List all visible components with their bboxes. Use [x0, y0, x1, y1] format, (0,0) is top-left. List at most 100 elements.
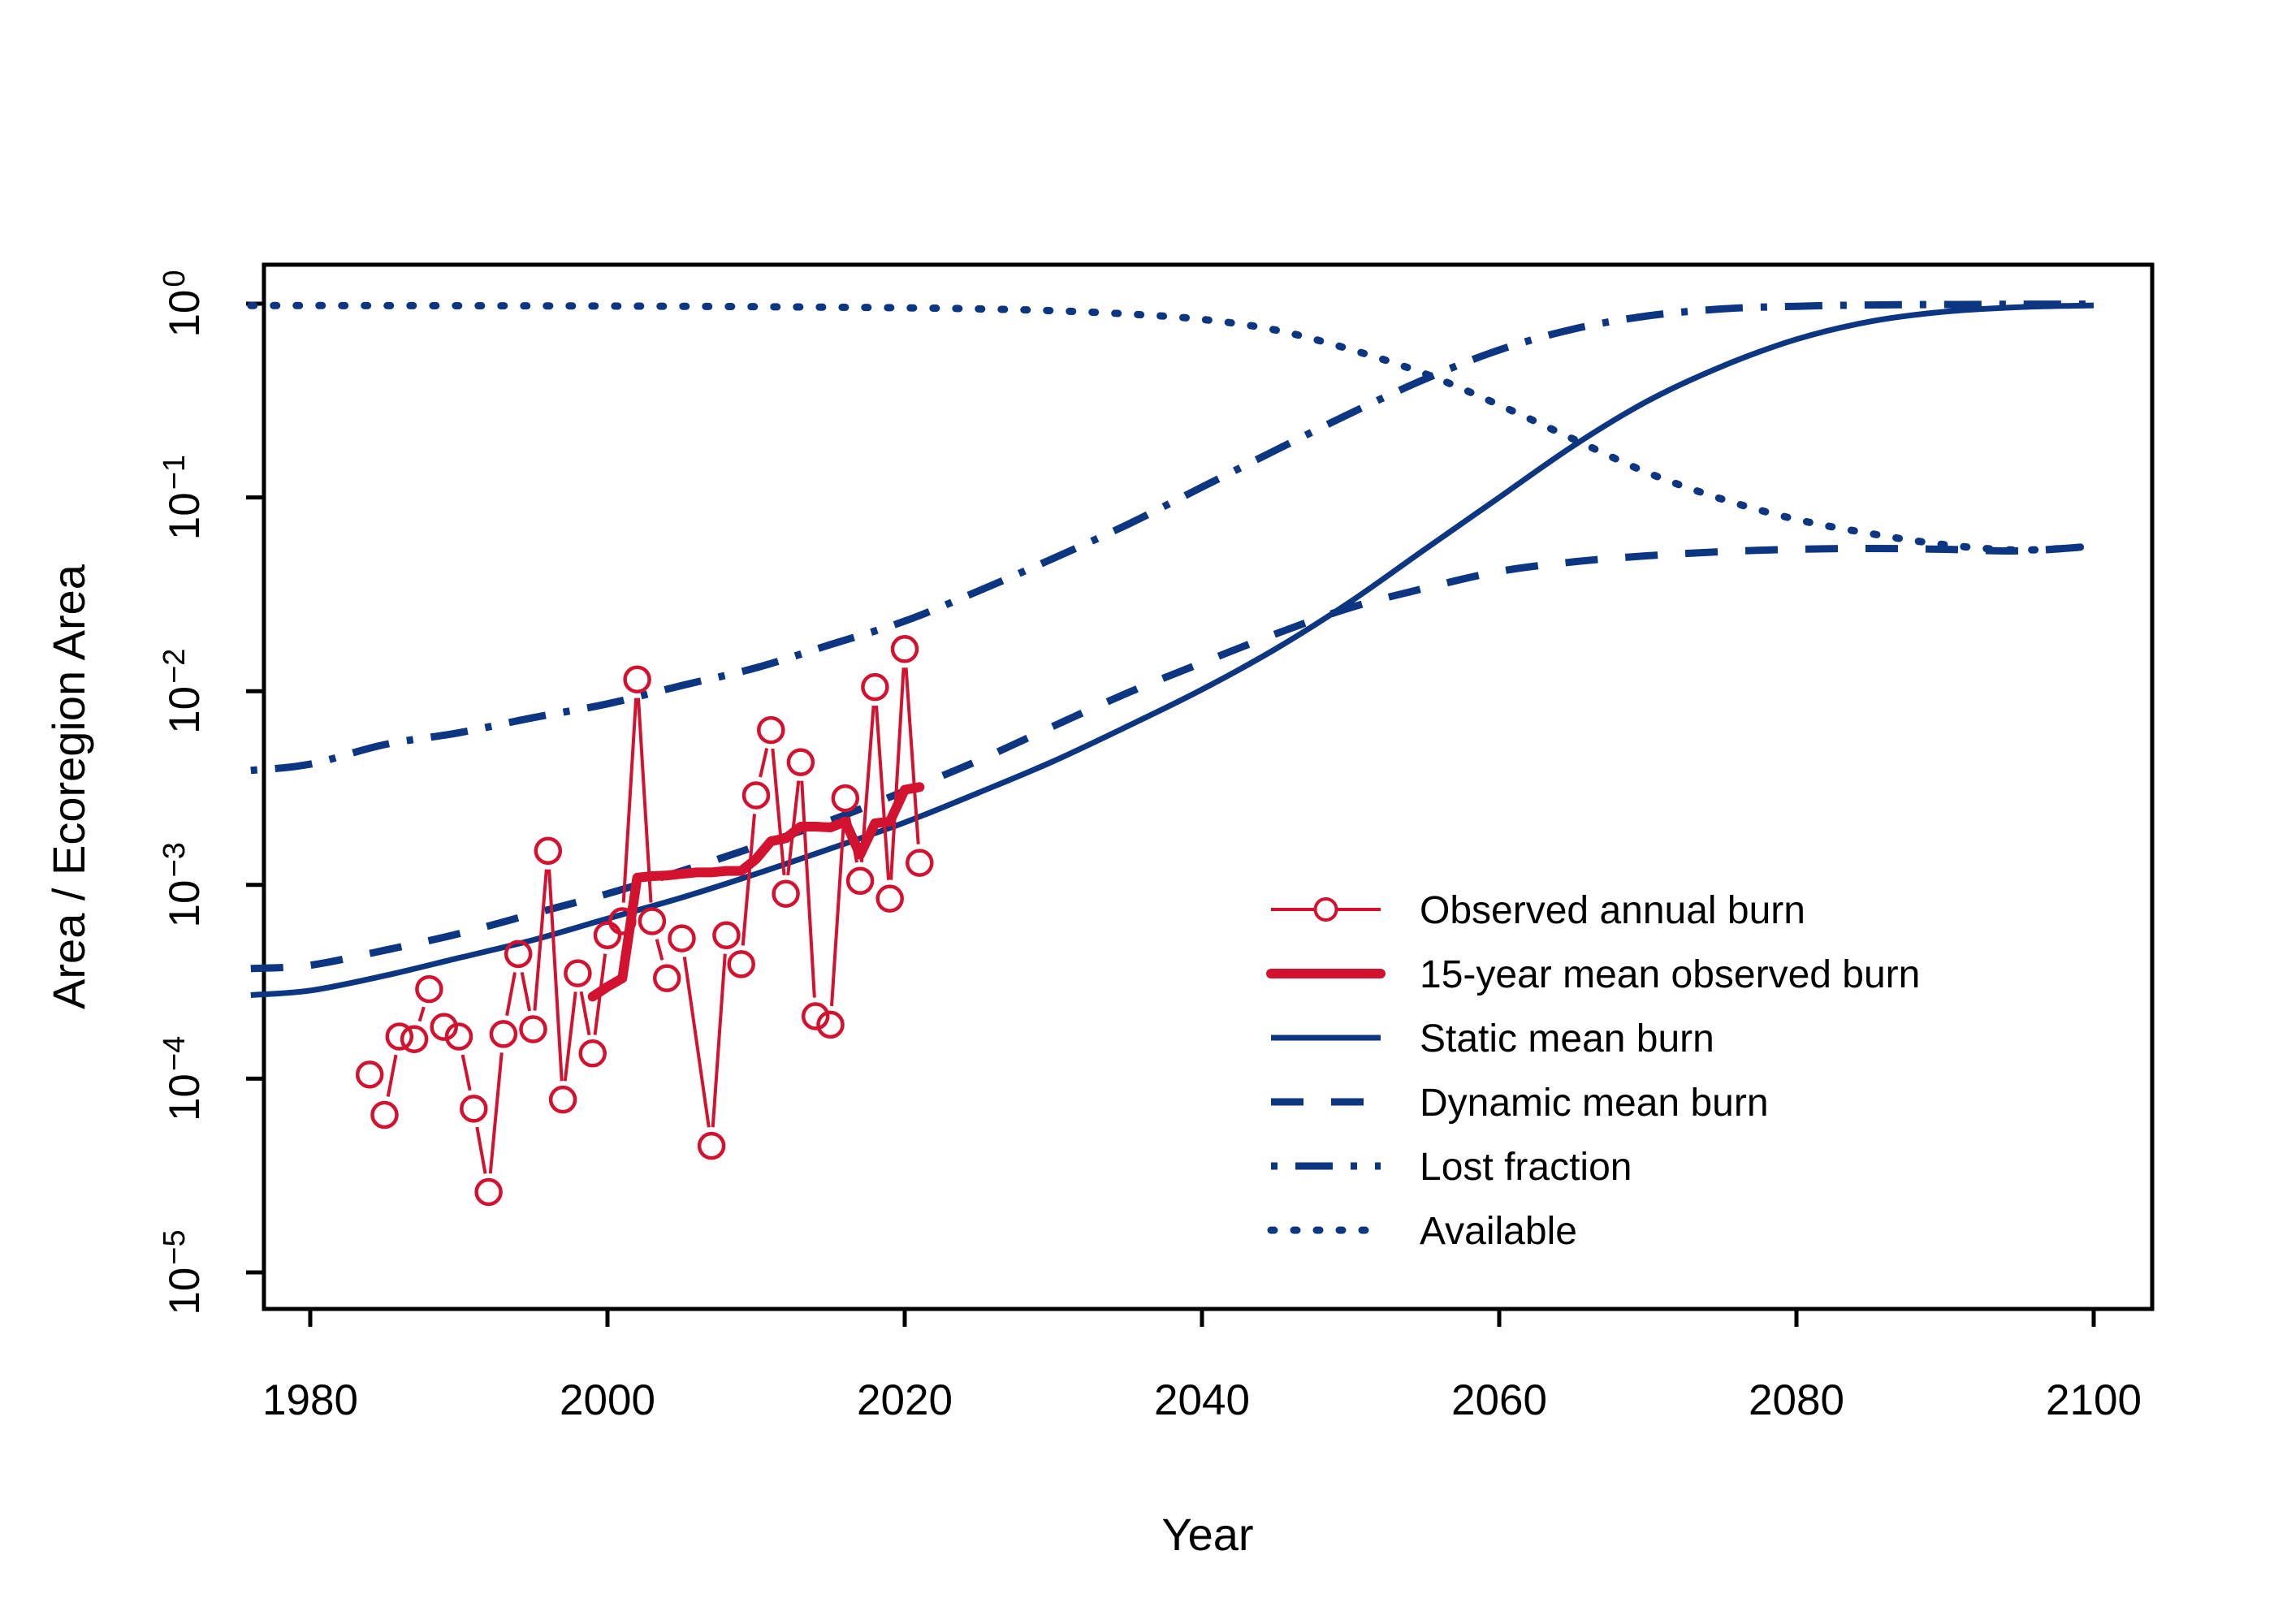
observed-point-2020 — [890, 635, 919, 663]
x-tick-label-2060: 2060 — [1451, 1376, 1547, 1424]
observed-point-1994 — [504, 939, 533, 969]
y-tick-label-10e-4: 10−4 — [158, 1036, 209, 1121]
observed-point-2021 — [906, 849, 934, 877]
observed-segment — [682, 957, 711, 1128]
observed-point-2017 — [845, 866, 875, 895]
observed-segment — [579, 991, 591, 1036]
plot-box — [262, 262, 2155, 1311]
observed-segment — [547, 869, 564, 1082]
observed-point-1987 — [400, 1025, 429, 1053]
observed-point-2002 — [623, 665, 651, 693]
series-line-lost — [250, 300, 2095, 775]
observed-segment — [889, 667, 906, 880]
series-line-mean15 — [587, 782, 925, 1002]
y-tick-label-10e-5: 10−5 — [158, 1229, 209, 1315]
x-tick-label-2020: 2020 — [857, 1376, 953, 1424]
observed-segment — [711, 953, 727, 1128]
axes: 1980 2000 2020 2040 2060 2080 210010010−110−21… — [158, 262, 2155, 1424]
observed-point-2000 — [593, 921, 622, 949]
observed-point-2012 — [772, 879, 800, 908]
y-tick-label-10e-1: 10−1 — [158, 455, 209, 540]
observed-segment — [830, 816, 846, 1007]
observed-segment — [475, 1126, 487, 1174]
observed-point-1986 — [385, 1022, 414, 1051]
series-mean15 — [587, 782, 925, 1002]
observed-point-1989 — [430, 1013, 458, 1041]
observed-segment — [637, 698, 653, 903]
observed-segment — [741, 814, 756, 946]
observed-point-2008 — [712, 921, 741, 949]
observed-segment — [386, 1054, 398, 1097]
legend-item-static: Static mean burn — [1271, 1017, 1714, 1060]
observed-point-2004 — [652, 964, 681, 992]
series-available — [247, 301, 2098, 554]
observed-segment — [800, 780, 816, 998]
legend-item-mean15: 15-year mean observed burn — [1266, 953, 1920, 996]
observed-point-1999 — [578, 1039, 607, 1068]
legend-item-dynamic: Dynamic mean burn — [1271, 1082, 1769, 1125]
series-observed — [355, 635, 934, 1207]
legend-item-available: Available — [1267, 1210, 1577, 1253]
observed-point-2003 — [638, 907, 667, 935]
x-axis: 1980 2000 2020 2040 2060 2080 2100 — [262, 1309, 2142, 1424]
series-static — [250, 302, 2095, 998]
observed-point-1995 — [519, 1015, 547, 1043]
observed-point-1990 — [444, 1022, 473, 1051]
series-line-available — [247, 301, 2098, 554]
x-tick-label-2040: 2040 — [1154, 1376, 1250, 1424]
observed-point-2007 — [697, 1131, 726, 1160]
observed-point-2014 — [801, 1002, 830, 1030]
y-tick-label-10e0: 100 — [158, 270, 209, 337]
observed-point-1993 — [489, 1020, 518, 1048]
series-dynamic — [250, 542, 2095, 973]
observed-segment — [417, 1006, 426, 1022]
observed-segment — [759, 748, 769, 778]
observed-segment — [771, 748, 786, 875]
observed-segment — [520, 972, 532, 1012]
observed-point-2010 — [741, 781, 771, 810]
observed-point-2013 — [786, 748, 815, 776]
observed-point-1996 — [534, 836, 563, 866]
y-tick-label-10e-3: 10−3 — [158, 842, 209, 927]
y-axis: 100 10−1 10−2 10−3 10−4 10−5 — [158, 270, 264, 1315]
x-tick-label-2000: 2000 — [560, 1376, 655, 1424]
observed-point-2011 — [757, 715, 785, 745]
legend-marker-circle — [1313, 897, 1338, 922]
legend-label-lost: Lost fraction — [1420, 1146, 1632, 1189]
series-line-dynamic — [250, 542, 2095, 973]
observed-point-2016 — [831, 784, 860, 813]
observed-segment — [563, 991, 577, 1082]
observed-segment — [460, 1054, 472, 1091]
x-tick-label-2080: 2080 — [1749, 1376, 1844, 1424]
y-tick-label-10e-2: 10−2 — [158, 649, 209, 734]
observed-point-1985 — [370, 1100, 399, 1129]
x-tick-label-2100: 2100 — [2046, 1376, 2142, 1424]
observed-point-2015 — [816, 1010, 845, 1039]
observed-point-2009 — [727, 950, 755, 978]
legend-item-observed: Observed annual burn — [1271, 889, 1805, 932]
observed-segment — [655, 939, 664, 961]
observed-point-2018 — [861, 672, 889, 702]
legend-label-dynamic: Dynamic mean burn — [1420, 1082, 1769, 1125]
observed-segment — [533, 869, 548, 1011]
x-tick-label-1980: 1980 — [262, 1376, 358, 1424]
observed-segment — [904, 667, 920, 844]
legend-label-observed: Observed annual burn — [1420, 889, 1805, 932]
observed-segment — [488, 1052, 504, 1174]
observed-segment — [505, 972, 517, 1017]
observed-point-1992 — [474, 1177, 503, 1207]
observed-point-1991 — [460, 1095, 488, 1123]
legend-item-lost: Lost fraction — [1271, 1146, 1632, 1189]
legend-label-mean15: 15-year mean observed burn — [1420, 953, 1920, 996]
observed-point-1984 — [355, 1060, 384, 1089]
series-lost — [250, 300, 2095, 775]
legend-label-available: Available — [1420, 1210, 1577, 1253]
legend-label-static: Static mean burn — [1420, 1017, 1714, 1060]
observed-point-1997 — [548, 1085, 577, 1114]
observed-point-2005 — [668, 924, 696, 952]
observed-segment — [621, 698, 638, 903]
observed-point-1988 — [415, 974, 443, 1004]
observed-point-2019 — [875, 884, 904, 913]
